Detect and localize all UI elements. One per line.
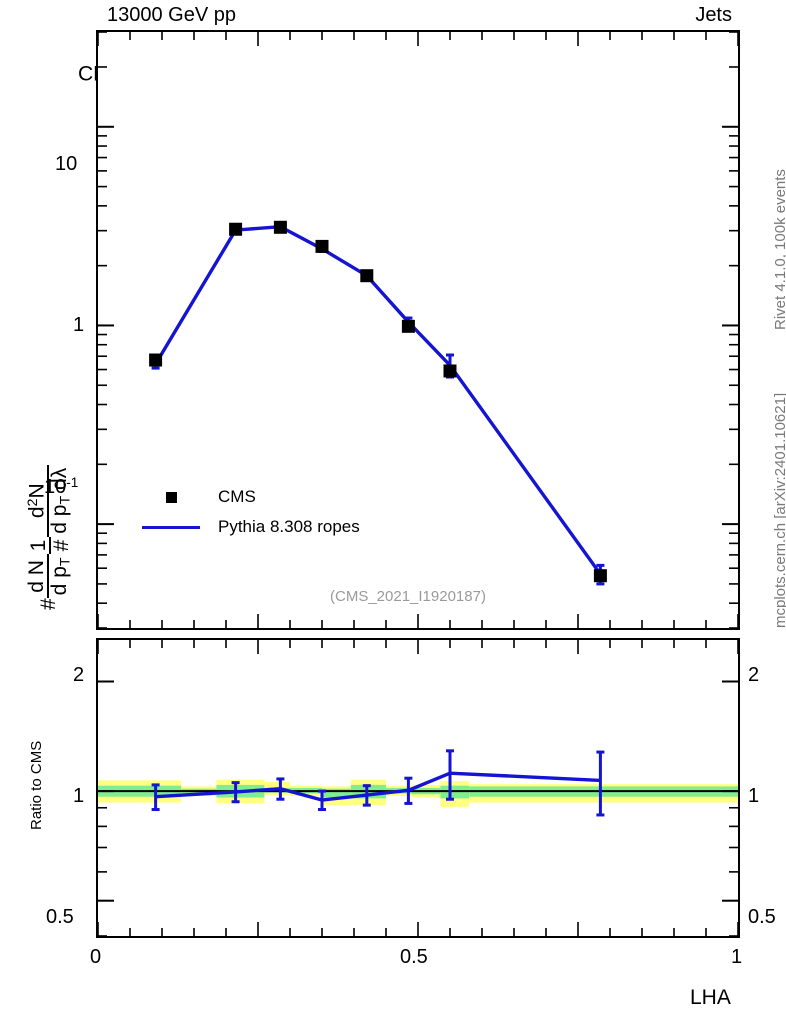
- ratio-plot-panel: [96, 638, 740, 938]
- y-tick-label-1: 1: [73, 314, 85, 337]
- main-plot-canvas: [98, 32, 738, 628]
- y-tick-label-0.1: 10-1: [44, 475, 79, 499]
- line-marker-icon: [132, 525, 210, 529]
- ratio-y-axis-label: Ratio to CMS: [28, 740, 45, 830]
- square-marker-icon: [132, 491, 210, 503]
- rivet-version-label: Rivet 4.1.0, 100k events: [772, 169, 786, 330]
- header-analysis-label: Jets: [695, 4, 732, 26]
- source-reference-label: mcplots.cern.ch [arXiv:2401.10621]: [772, 392, 786, 628]
- ylabel-hash1: #: [37, 598, 61, 610]
- y-tick-label-10: 10: [55, 153, 78, 176]
- legend-item-cms: CMS: [132, 482, 360, 512]
- legend-label: Pythia 8.308 ropes: [218, 517, 360, 536]
- ratio-plot-canvas: [98, 640, 738, 936]
- ratio-tick-label-0.5-left: 0.5: [46, 906, 74, 928]
- x-tick-label-0.5: 0.5: [400, 946, 428, 968]
- analysis-id-watermark: (CMS_2021_I1920187): [330, 588, 486, 605]
- ratio-tick-label-1-right: 1: [748, 785, 760, 807]
- ylabel-frac-one-over-hash: 1 #: [27, 536, 73, 555]
- header-beam-label: 13000 GeV pp: [107, 4, 236, 26]
- ratio-tick-label-2-left: 2: [73, 664, 85, 686]
- x-tick-label-0: 0: [90, 946, 102, 968]
- x-tick-label-1: 1: [731, 946, 743, 968]
- ratio-tick-label-1-left: 1: [73, 785, 85, 807]
- ratio-tick-label-2-right: 2: [748, 664, 760, 686]
- x-axis-label: LHA: [690, 986, 731, 1009]
- legend-label: CMS: [218, 487, 256, 506]
- legend: CMS Pythia 8.308 ropes: [132, 482, 360, 542]
- legend-item-pythia: Pythia 8.308 ropes: [132, 512, 360, 542]
- ratio-tick-label-0.5-right: 0.5: [748, 906, 776, 928]
- main-plot-panel: [96, 30, 740, 630]
